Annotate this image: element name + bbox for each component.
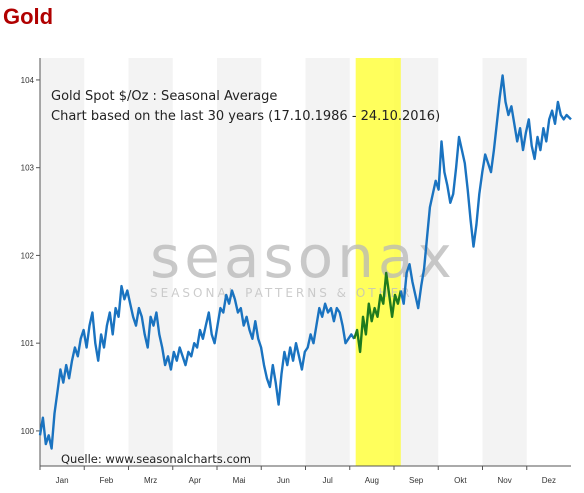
highlight-band <box>355 58 401 466</box>
series-lines <box>38 74 572 450</box>
x-tick-label: Okt <box>454 476 467 485</box>
month-band <box>482 58 527 466</box>
x-tick-label: Jul <box>323 476 333 485</box>
source-label: Quelle: www.seasonalcharts.com <box>61 452 251 466</box>
watermark: seasonax SEASONAL PATTERNS & OTHER <box>150 223 456 300</box>
month-band <box>394 58 439 466</box>
series-line <box>399 74 572 310</box>
y-tick-label: 104 <box>21 76 35 85</box>
x-tick-label: Jun <box>277 476 290 485</box>
y-tick-label: 100 <box>21 427 35 436</box>
y-tick-label: 101 <box>21 339 35 348</box>
chart-title: Gold Spot $/Oz : Seasonal Average <box>51 89 277 104</box>
month-band <box>305 58 350 466</box>
month-band <box>40 58 85 466</box>
watermark-tagline: SEASONAL PATTERNS & OTHER <box>150 286 413 300</box>
axes: 100 101 102 103 104 Jan Feb Mrz Apr Mai Jun Jul Aug S… <box>21 58 571 485</box>
x-tick-label: Mrz <box>144 476 157 485</box>
x-tick-label: Apr <box>189 476 202 485</box>
chart-subtitle: Chart based on the last 30 years (17.10.… <box>51 109 440 124</box>
series-line <box>38 284 356 450</box>
watermark-logo: seasonax <box>150 223 456 291</box>
x-tick-label: Feb <box>99 476 113 485</box>
x-tick-label: Dez <box>542 476 556 485</box>
page-title: Gold <box>3 4 54 29</box>
month-band <box>128 58 173 466</box>
y-tick-label: 103 <box>21 164 35 173</box>
x-tick-label: Jan <box>56 476 69 485</box>
series-line <box>353 271 402 354</box>
y-tick-label: 102 <box>21 251 35 260</box>
x-tick-label: Aug <box>365 476 379 485</box>
x-tick-label: Mai <box>233 476 246 485</box>
x-tick-label: Sep <box>409 476 424 485</box>
month-band <box>217 58 262 466</box>
x-tick-label: Nov <box>498 476 512 485</box>
month-bands <box>40 58 527 466</box>
